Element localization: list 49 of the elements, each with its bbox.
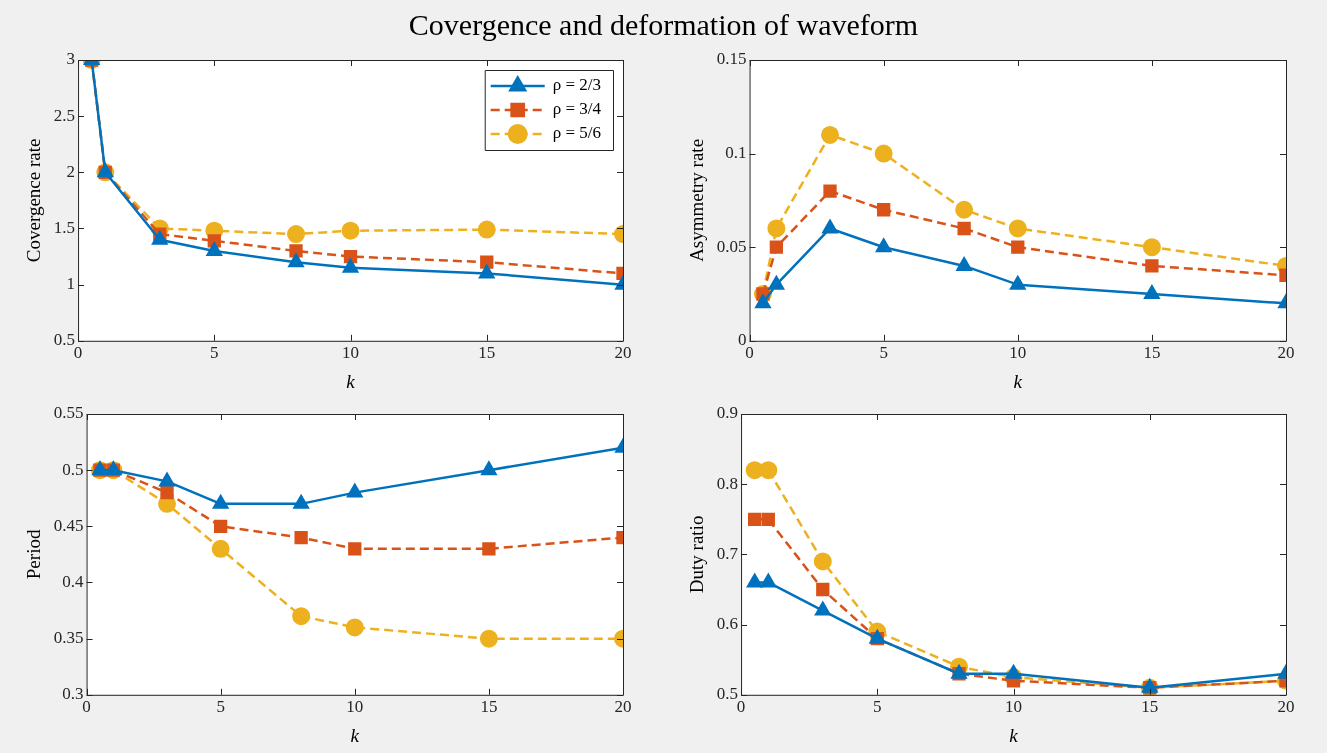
y-axis-title: Covergence rate [23, 138, 45, 263]
legend-label: ρ = 5/6 [552, 123, 601, 143]
x-tick-label: 15 [1143, 343, 1161, 363]
y-tick-label: 0.15 [716, 49, 747, 69]
y-axis-title: Duty ratio [686, 515, 708, 594]
x-tick-label: 15 [478, 343, 496, 363]
y-tick-label: 0.5 [716, 684, 739, 704]
legend-label: ρ = 2/3 [552, 75, 601, 95]
x-tick-label: 20 [614, 343, 632, 363]
y-tick-label: 2.5 [53, 105, 76, 125]
x-tick-label: 5 [873, 697, 882, 717]
y-tick-label: 0.5 [62, 459, 84, 479]
x-tick-label: 5 [879, 343, 888, 363]
y-axis-title: Asymmetry rate [686, 138, 708, 262]
legend-label: ρ = 3/4 [552, 99, 602, 119]
y-axis-title: Period [23, 529, 45, 580]
y-tick-label: 0.6 [716, 614, 739, 634]
y-tick-label: 2 [66, 161, 76, 181]
y-tick-label: 0.8 [716, 473, 739, 493]
y-tick-label: 0.05 [716, 236, 747, 256]
chart-title: Covergence and deformation of waveform [407, 7, 920, 43]
x-tick-label: 20 [614, 697, 632, 717]
y-tick-label: 1 [66, 274, 76, 294]
y-tick-label: 0.35 [53, 628, 84, 648]
y-tick-label: 0 [738, 330, 747, 350]
x-tick-label: 10 [1005, 697, 1023, 717]
x-tick-label: 20 [1277, 697, 1295, 717]
x-axis-title: k [350, 724, 360, 746]
x-tick-label: 15 [480, 697, 498, 717]
y-tick-label: 0.3 [62, 684, 84, 704]
y-tick-label: 0.1 [725, 143, 747, 163]
x-tick-label: 5 [210, 343, 219, 363]
x-axis-title: k [346, 370, 356, 392]
x-tick-label: 15 [1141, 697, 1159, 717]
y-tick-label: 0.7 [716, 543, 739, 563]
y-tick-label: 0.55 [53, 403, 84, 423]
x-tick-label: 5 [216, 697, 225, 717]
y-tick-label: 0.5 [53, 330, 76, 350]
x-tick-label: 10 [342, 343, 360, 363]
y-tick-label: 0.9 [716, 403, 739, 423]
x-tick-label: 10 [1009, 343, 1027, 363]
x-axis-title: k [1009, 724, 1019, 746]
x-tick-label: 20 [1277, 343, 1295, 363]
y-tick-label: 0.4 [62, 571, 85, 591]
y-tick-label: 1.5 [53, 217, 76, 237]
x-tick-label: 10 [346, 697, 364, 717]
y-tick-label: 0.45 [53, 515, 84, 535]
x-axis-title: k [1013, 370, 1023, 392]
y-tick-label: 3 [66, 49, 76, 69]
